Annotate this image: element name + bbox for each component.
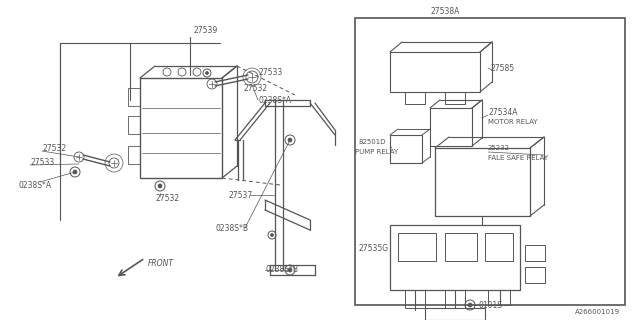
Text: 27539: 27539 [193,26,217,35]
Circle shape [158,184,162,188]
Bar [435,148,530,216]
Circle shape [271,234,273,236]
Text: 27537: 27537 [228,190,252,199]
Circle shape [288,268,292,272]
Text: 0238S*A: 0238S*A [258,95,291,105]
Text: A266001019: A266001019 [575,309,620,315]
Bar [398,233,436,261]
Bar [525,267,545,283]
Bar [140,78,222,178]
Bar [425,308,485,320]
Bar [390,52,480,92]
Bar [390,135,422,163]
Text: 27532: 27532 [155,194,179,203]
Bar [355,18,625,305]
Text: PUMP RELAY: PUMP RELAY [355,149,398,155]
Bar [128,88,140,106]
Text: 27532: 27532 [42,143,66,153]
Text: 27533: 27533 [258,68,282,76]
Bar [128,116,140,134]
Bar [445,290,465,308]
Bar [445,233,477,261]
Text: MOTOR RELAY: MOTOR RELAY [488,119,538,125]
Bar [445,92,465,104]
Circle shape [73,170,77,174]
Circle shape [468,303,472,307]
Text: 0101S: 0101S [478,300,502,309]
Bar [405,290,425,308]
Text: FALE SAFE RELAY: FALE SAFE RELAY [488,155,548,161]
Text: 27532: 27532 [243,84,267,92]
Text: 27585: 27585 [490,63,514,73]
Bar [525,245,545,261]
Bar [128,146,140,164]
Circle shape [288,138,292,142]
Bar [485,233,513,261]
Text: 25232: 25232 [488,145,510,151]
Text: 27535G: 27535G [358,244,388,252]
Text: 0238S*B: 0238S*B [215,223,248,233]
Bar [430,108,472,146]
Bar [488,290,510,305]
Text: 0238S*A: 0238S*A [18,180,51,189]
Circle shape [205,71,209,75]
Text: 0238S*B: 0238S*B [265,266,298,275]
Bar [405,92,425,104]
Text: 27533: 27533 [30,157,54,166]
Text: FRONT: FRONT [148,259,174,268]
Text: 27534A: 27534A [488,108,518,116]
Text: 27538A: 27538A [430,6,460,15]
Bar [390,225,520,290]
Text: 82501D: 82501D [358,139,385,145]
